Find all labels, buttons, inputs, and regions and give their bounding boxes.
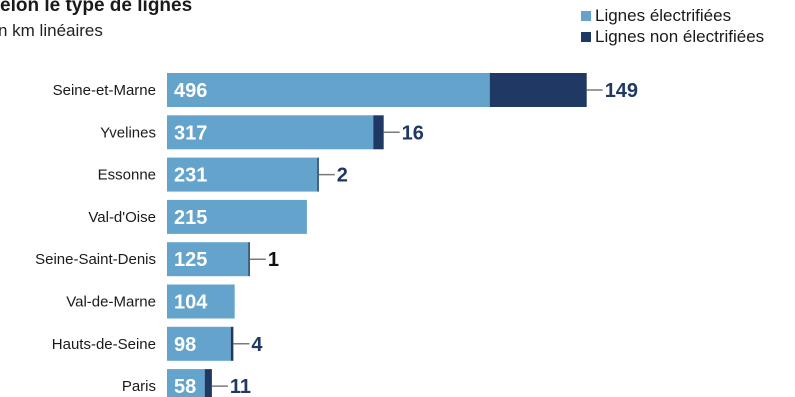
value-label-electrified: 104 <box>174 292 208 314</box>
bar-non-electrified <box>317 157 319 192</box>
legend-swatch-electrified <box>581 10 591 21</box>
category-label: Val-d'Oise <box>88 209 156 226</box>
value-label-electrified: 231 <box>174 165 207 187</box>
category-label: Yvelines <box>100 124 156 141</box>
bar-electrified <box>167 242 249 277</box>
bar-electrified <box>167 73 490 107</box>
legend-swatch-non-electrified <box>581 31 591 42</box>
value-label-non-electrified: 149 <box>605 80 638 102</box>
legend-item-non-electrified: Lignes non électrifiées <box>581 26 764 47</box>
category-label: Seine-Saint-Denis <box>35 251 156 268</box>
bar-electrified <box>167 157 318 192</box>
value-label-non-electrified: 11 <box>230 376 251 397</box>
value-label-electrified: 215 <box>174 207 207 229</box>
value-label-non-electrified: 16 <box>402 122 424 144</box>
legend: Lignes électrifiées Lignes non électrifi… <box>581 5 764 47</box>
category-label: Seine-et-Marne <box>53 82 156 99</box>
chart-subtitle: n km linéaires <box>0 21 103 40</box>
value-label-non-electrified: 2 <box>337 165 348 187</box>
value-label-electrified: 317 <box>174 122 207 144</box>
value-label-electrified: 125 <box>174 249 207 271</box>
bar-non-electrified <box>248 242 250 277</box>
value-label-non-electrified: 4 <box>251 334 263 356</box>
chart-title: elon le type de lignes <box>0 0 193 16</box>
bar-non-electrified <box>204 369 212 397</box>
bar-electrified <box>167 326 231 361</box>
value-label-electrified: 496 <box>174 80 207 102</box>
bar-electrified <box>167 199 307 234</box>
legend-item-electrified: Lignes électrifiées <box>581 5 764 26</box>
bar-non-electrified <box>373 115 384 150</box>
category-label: Essonne <box>98 167 156 184</box>
bar-electrified <box>167 115 374 150</box>
category-label: Paris <box>122 378 156 395</box>
category-label: Hauts-de-Seine <box>52 336 156 353</box>
category-label: Val-de-Marne <box>66 294 156 311</box>
legend-label-electrified: Lignes électrifiées <box>595 5 732 25</box>
bar-electrified <box>167 284 235 319</box>
value-label-non-electrified: 1 <box>268 249 279 271</box>
value-label-electrified: 58 <box>174 376 196 397</box>
bar-non-electrified <box>230 326 234 361</box>
bar-electrified <box>167 369 205 397</box>
legend-label-non-electrified: Lignes non électrifiées <box>595 26 765 46</box>
bar-non-electrified <box>489 73 587 107</box>
value-label-electrified: 98 <box>174 334 196 356</box>
